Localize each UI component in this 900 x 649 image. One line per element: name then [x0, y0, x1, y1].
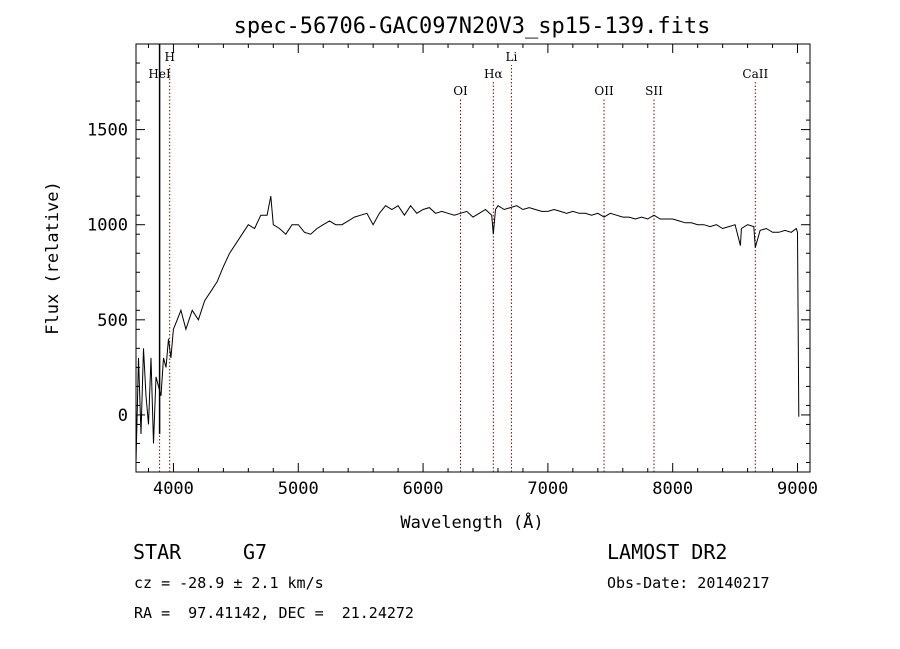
- line-marker-label: SII: [645, 84, 663, 98]
- redshift-readout: cz = -28.9 ± 2.1 km/s: [134, 574, 324, 592]
- x-tick-label: 7000: [527, 479, 568, 499]
- y-tick-label: 1500: [87, 121, 128, 141]
- y-axis-label: Flux (relative): [43, 181, 63, 335]
- x-tick-label: 4000: [153, 479, 194, 499]
- x-axis: 4000 5000 6000 7000 8000 9000: [147, 44, 818, 499]
- y-tick-label: 1000: [87, 216, 128, 236]
- line-marker-label: OI: [453, 84, 468, 98]
- observation-date: Obs-Date: 20140217: [607, 574, 770, 592]
- x-tick-label: 5000: [278, 479, 319, 499]
- y-tick-label: 0: [118, 406, 128, 426]
- y-axis: 0 500 1000 1500: [87, 62, 810, 463]
- x-tick-label: 6000: [403, 479, 444, 499]
- object-type: STAR: [133, 540, 182, 564]
- x-tick-label: 9000: [777, 479, 818, 499]
- spectrum-line: [135, 196, 800, 463]
- line-marker-label: H: [164, 50, 174, 64]
- plot-frame: [135, 43, 811, 473]
- line-marker-label: Hα: [484, 67, 503, 81]
- coordinates-readout: RA = 97.41142, DEC = 21.24272: [134, 604, 414, 622]
- spectrum-series: [135, 44, 800, 463]
- line-marker-label: OII: [594, 84, 614, 98]
- x-tick-label: 8000: [652, 479, 693, 499]
- subclass: G7: [243, 540, 268, 564]
- x-axis-label: Wavelength (Å): [400, 511, 543, 533]
- line-marker-label: Li: [506, 50, 518, 64]
- chart-title: spec-56706-GAC097N20V3_sp15-139.fits: [234, 14, 711, 39]
- y-tick-label: 500: [97, 311, 128, 331]
- line-marker-label: CaII: [742, 67, 768, 81]
- survey-name: LAMOST DR2: [607, 540, 728, 564]
